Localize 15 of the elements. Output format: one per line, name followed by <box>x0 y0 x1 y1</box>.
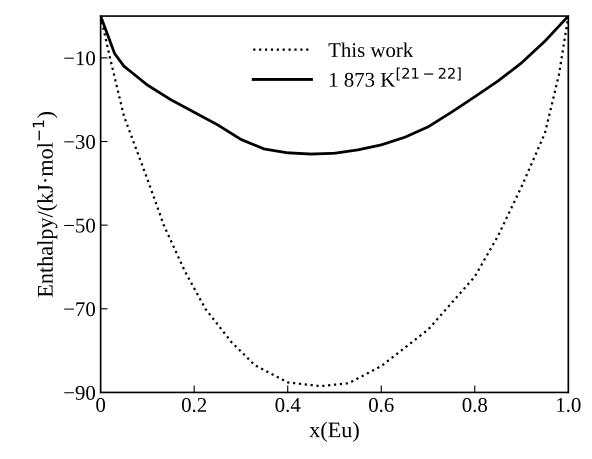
legend-label: 1 873 K$^{[21−22]}$ <box>330 68 461 87</box>
x-axis-title: x(Eu) <box>309 422 359 442</box>
x-tick-label: 0.2 <box>182 398 206 412</box>
x-tick-label: 1.0 <box>557 398 581 412</box>
y-tick-label: −30 <box>64 134 95 149</box>
y-tick-label: −10 <box>64 51 95 66</box>
y-tick-label: −90 <box>64 386 95 400</box>
x-tick-label: 0.4 <box>275 398 300 412</box>
y-tick-label: −70 <box>64 302 95 316</box>
x-tick-label: 0.8 <box>462 398 488 412</box>
x-tick-label: 0 <box>96 398 106 412</box>
x-tick-label: 0.6 <box>369 398 394 412</box>
y-axis-title: Enthalpy/(kJ·mol$^{−1}$) <box>32 112 58 298</box>
legend-label: This work <box>328 42 414 58</box>
y-tick-label: −50 <box>64 218 95 233</box>
